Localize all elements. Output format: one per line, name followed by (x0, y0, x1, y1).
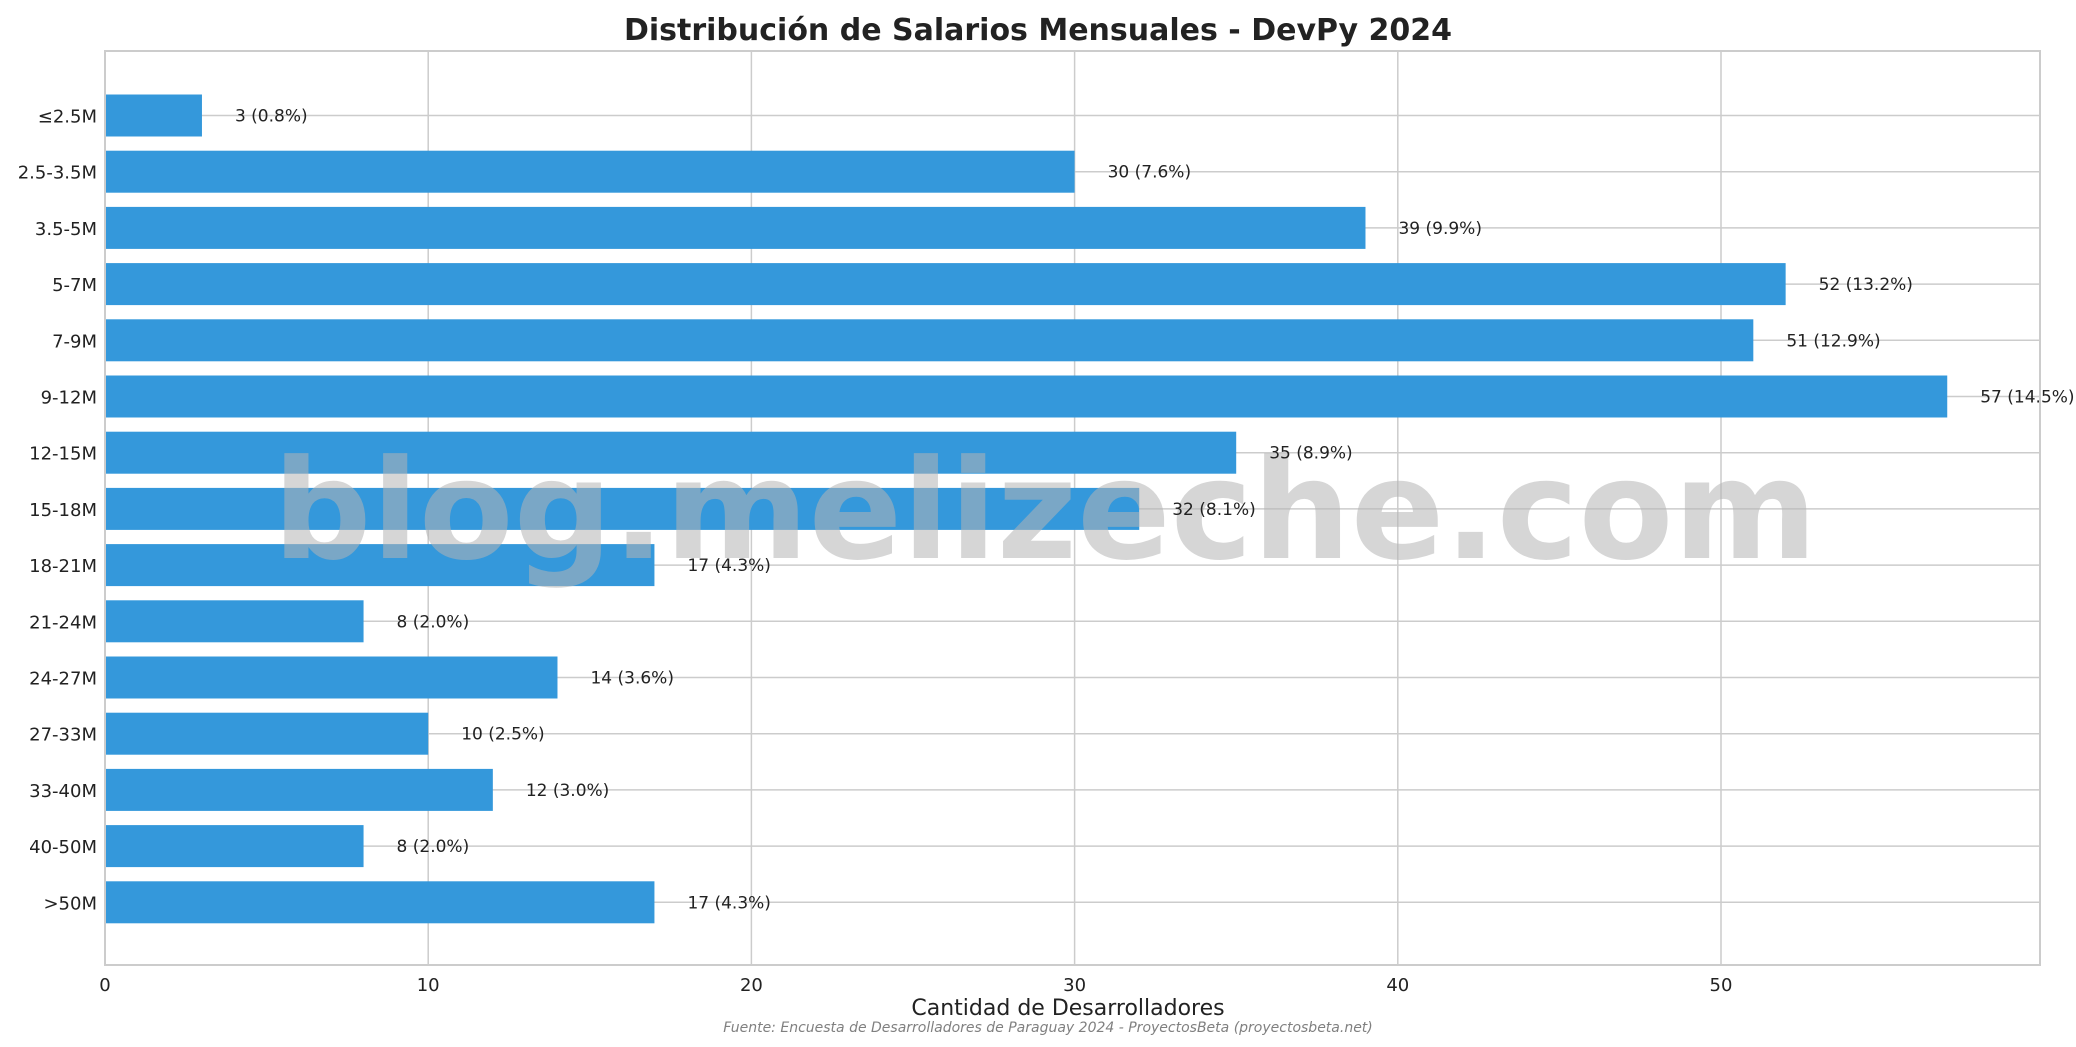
category-label: 18-21M (29, 556, 97, 577)
bar (105, 487, 1140, 530)
bar-value-labels: 3 (0.8%) 30 (7.6%) 39 (9.9%) 52 (13.2%) 51 (… (235, 107, 2075, 914)
bar (105, 881, 655, 924)
category-label: 5-7M (52, 275, 97, 296)
x-tick-label: 20 (740, 975, 763, 996)
bar-value-label: 12 (3.0%) (526, 781, 610, 801)
bar (105, 768, 493, 811)
bar-value-label: 39 (9.9%) (1398, 219, 1482, 239)
category-label: 3.5-5M (35, 219, 97, 240)
category-label: 33-40M (29, 781, 97, 802)
bar-value-label: 10 (2.5%) (461, 725, 545, 745)
category-label: 27-33M (29, 725, 97, 746)
x-tick-label: 10 (417, 975, 440, 996)
bar (105, 712, 429, 755)
bar-value-label: 30 (7.6%) (1108, 163, 1192, 183)
category-label: 24-27M (29, 669, 97, 690)
category-label: 7-9M (52, 331, 97, 352)
category-axis: ≤2.5M 2.5-3.5M 3.5-5M 5-7M 7-9M 9-12M 12-15M 15… (18, 107, 97, 915)
category-label: 15-18M (29, 500, 97, 521)
bar-value-label: 52 (13.2%) (1819, 275, 1913, 295)
value-axis: 0 10 20 30 40 50 (99, 975, 1732, 996)
source-note: Fuente: Encuesta de Desarrolladores de P… (723, 1020, 1373, 1036)
bar-value-label: 8 (2.0%) (397, 612, 470, 632)
bar (105, 206, 1366, 249)
bar-value-label: 3 (0.8%) (235, 107, 308, 127)
bar-value-label: 17 (4.3%) (687, 893, 771, 913)
bar-value-label: 8 (2.0%) (397, 837, 470, 857)
watermark-text: blog.melizeche.com (273, 430, 1817, 591)
bar-value-label: 32 (8.1%) (1172, 500, 1256, 520)
bar (105, 375, 1948, 418)
category-label: 40-50M (29, 837, 97, 858)
bar (105, 825, 364, 868)
category-label: 21-24M (29, 612, 97, 633)
bar (105, 319, 1754, 362)
category-label: >50M (43, 893, 97, 914)
x-axis-label: Cantidad de Desarrolladores (911, 996, 1224, 1021)
x-tick-label: 30 (1063, 975, 1086, 996)
plot-frame (104, 50, 2041, 966)
bar-value-label: 35 (8.9%) (1269, 444, 1353, 464)
bar (105, 600, 364, 643)
bar (105, 544, 655, 587)
category-label: ≤2.5M (38, 107, 97, 128)
x-tick-label: 40 (1386, 975, 1409, 996)
bar-value-label: 57 (14.5%) (1980, 388, 2074, 408)
bar (105, 150, 1075, 193)
x-tick-label: 0 (99, 975, 110, 996)
bar (105, 263, 1786, 306)
bar-value-label: 14 (3.6%) (590, 669, 674, 689)
category-label: 9-12M (41, 388, 97, 409)
bar (105, 94, 202, 137)
bar (105, 656, 558, 699)
category-label: 2.5-3.5M (18, 163, 97, 184)
chart-title: Distribución de Salarios Mensuales - Dev… (624, 13, 1452, 48)
bar-value-label: 17 (4.3%) (687, 556, 771, 576)
x-tick-label: 50 (1710, 975, 1733, 996)
bars (105, 94, 1948, 924)
bar (105, 431, 1237, 474)
category-label: 12-15M (29, 444, 97, 465)
bar-value-label: 51 (12.9%) (1786, 331, 1880, 351)
